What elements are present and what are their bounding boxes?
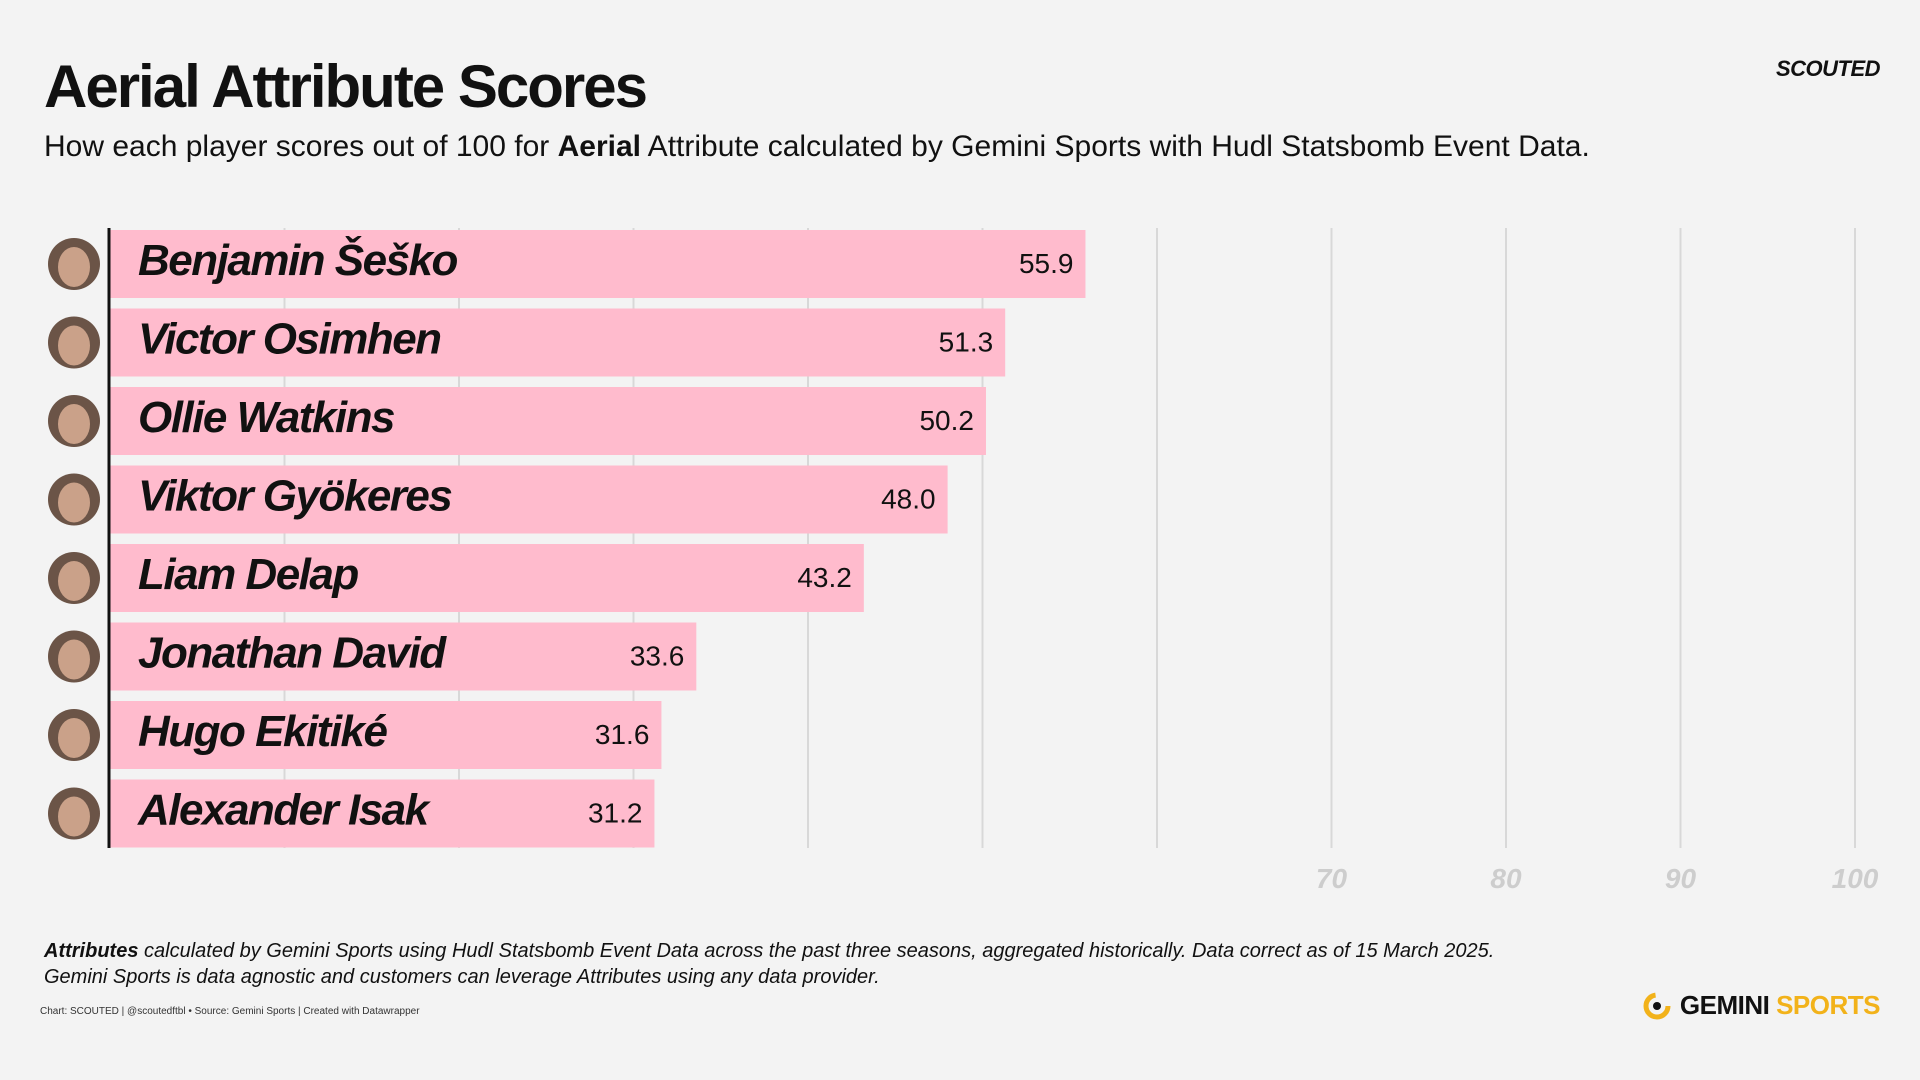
bar-value-label: 31.2	[588, 798, 643, 829]
bar	[110, 701, 662, 769]
footnote-line-1: Attributes calculated by Gemini Sports u…	[44, 938, 1494, 964]
bar-value-label: 31.6	[595, 719, 650, 750]
bar-value-label: 55.9	[1019, 248, 1074, 279]
bar-value-label: 33.6	[630, 641, 685, 672]
bar-value-label: 48.0	[881, 484, 936, 515]
bar-category-label: Alexander Isak	[137, 786, 432, 835]
scouted-logo: SCOUTED	[1775, 56, 1881, 81]
logo-wordmark: GEMINI SPORTS	[1679, 990, 1881, 1021]
bar-category-label: Liam Delap	[138, 550, 358, 599]
player-face	[58, 796, 90, 837]
x-tick-label: 90	[1665, 863, 1697, 894]
x-tick-label: 80	[1490, 863, 1522, 894]
player-face	[58, 639, 90, 680]
gemini-logo-icon	[1642, 991, 1672, 1021]
chart-credit: Chart: SCOUTED | @scoutedftbl • Source: …	[40, 1006, 420, 1017]
x-tick-label: 100	[1832, 863, 1879, 894]
bar	[110, 622, 697, 691]
bar-category-label: Hugo Ekitiké	[138, 707, 388, 756]
bar	[110, 544, 864, 612]
logo-word-sports: SPORTS	[1776, 990, 1880, 1020]
bar-category-label: Victor Osimhen	[138, 315, 441, 364]
bar	[110, 779, 655, 848]
bar-value-label: 51.3	[939, 327, 994, 358]
player-face	[58, 247, 90, 287]
subtitle-text-end: Attribute calculated by Gemini Sports wi…	[641, 130, 1590, 163]
player-face	[58, 561, 90, 601]
bar	[110, 308, 1006, 377]
x-tick-label: 70	[1316, 863, 1348, 894]
chart-title: Aerial Attribute Scores	[44, 53, 648, 120]
bar-category-label: Ollie Watkins	[138, 393, 394, 442]
bar-category-label: Jonathan David	[138, 629, 447, 678]
player-face	[58, 482, 90, 523]
bar-category-label: Benjamin Šeško	[138, 234, 458, 285]
gemini-sports-logo: GEMINI SPORTS	[1642, 990, 1880, 1021]
player-face	[58, 325, 90, 366]
bar-category-label: Viktor Gyökeres	[138, 472, 451, 521]
player-face	[58, 404, 90, 444]
footnote-text-1: calculated by Gemini Sports using Hudl S…	[138, 940, 1495, 962]
bar	[110, 230, 1086, 298]
logo-word-gemini: GEMINI	[1679, 990, 1770, 1020]
chart-subtitle: How each player scores out of 100 for Ae…	[44, 130, 1590, 164]
bar-value-label: 43.2	[797, 562, 852, 593]
player-face	[58, 718, 90, 758]
subtitle-attribute: Aerial	[557, 130, 641, 163]
footnote-line-2: Gemini Sports is data agnostic and custo…	[44, 966, 880, 988]
bar	[110, 387, 986, 455]
bar-value-label: 50.2	[919, 405, 974, 436]
bar-chart: 70 80 90 100 Benjamin Šeško 55.9 Victor Osimhe…	[48, 228, 1879, 894]
bar	[110, 465, 948, 534]
footnote: Attributes calculated by Gemini Sports u…	[44, 938, 1494, 990]
footnote-bold: Attributes	[44, 940, 139, 962]
subtitle-text: How each player scores out of 100 for	[44, 130, 558, 163]
